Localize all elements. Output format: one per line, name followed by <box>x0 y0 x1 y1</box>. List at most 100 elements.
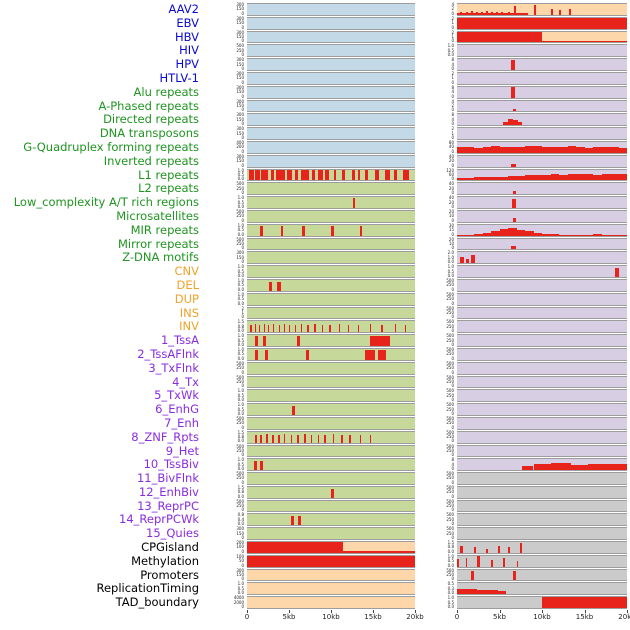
data-bar <box>542 174 551 181</box>
y-tick-label: 0 <box>241 93 244 99</box>
y-tick-label: 0 <box>241 562 244 568</box>
y-tick-label: 0 <box>451 190 454 196</box>
data-bar <box>511 60 515 70</box>
y-axis-right-12-enhbiv: 500 250 0 <box>415 485 457 499</box>
y-axis-right-7-enh: 500 250 0 <box>415 416 457 430</box>
y-axis-left-hpv: 300 150 0 <box>205 58 247 71</box>
y-tick-label: 1 <box>451 20 454 26</box>
data-bar <box>247 542 343 553</box>
y-tick-label: 0 <box>241 548 244 554</box>
y-axis-left-htlv-1: 300 150 0 <box>205 71 247 85</box>
y-tick-label: 10 <box>448 213 454 219</box>
y-tick-label: 0 <box>451 65 454 71</box>
y-tick-label: 300 <box>236 526 244 532</box>
data-bar <box>352 170 356 181</box>
track-panel-left-inv <box>247 320 415 334</box>
data-bar <box>559 146 568 153</box>
track-panel-left-hbv <box>247 30 415 44</box>
data-bar <box>457 18 627 29</box>
data-bar <box>470 11 473 15</box>
data-bar <box>542 597 627 609</box>
data-bar <box>497 546 500 553</box>
y-tick-label: 2.0 <box>447 250 454 256</box>
track-row-methylation: Methylation 100 50 0 1.0 0.5 0.0 <box>0 554 630 568</box>
data-bar <box>569 9 572 15</box>
y-tick-label: 2000 <box>233 599 244 605</box>
track-panel-left-cpgisland <box>247 541 415 554</box>
track-label-dna-transposons: DNA transposons <box>99 126 199 141</box>
track-panel-right-hbv <box>457 30 627 44</box>
y-tick-label: 1.0 <box>237 291 244 297</box>
y-tick-label: 0.8 <box>237 323 244 329</box>
y-axis-left-7-enh: 500 250 0 <box>205 416 247 430</box>
data-bar <box>513 5 517 15</box>
y-tick-label: 0 <box>451 162 454 168</box>
data-bar <box>550 9 553 15</box>
track-row-ebv: EBV 300 150 0 2 1 0 <box>0 16 630 30</box>
y-tick-label: 500 <box>446 277 454 283</box>
y-axis-right-cnv: 1.0 0.5 0.0 <box>415 265 457 278</box>
track-panel-right-ins <box>457 306 627 320</box>
data-bar <box>460 257 464 264</box>
y-tick-label: 0.5 <box>237 227 244 233</box>
y-axis-right-2-tssaflnk: 500 250 0 <box>415 347 457 361</box>
data-bar <box>283 434 286 443</box>
y-tick-label: 0 <box>451 203 454 209</box>
y-axis-left-replicationtiming: 1.0 0.5 0.0 <box>205 582 247 595</box>
y-axis-left-dna-transposons: 300 150 0 <box>205 127 247 140</box>
y-axis-left-15-quies: 300 150 0 <box>205 527 247 540</box>
data-bar <box>466 258 469 264</box>
y-tick-label: 4 <box>451 461 454 467</box>
track-row-10-tssbiv: 10_TssBiv 1.0 0.5 0.0 8 4 0 <box>0 458 630 472</box>
data-bar <box>262 336 266 346</box>
y-axis-left-mir-repeats: 1.0 0.5 0.0 <box>205 223 247 237</box>
track-label-3-txflnk: 3_TxFlnk <box>148 360 199 375</box>
track-panel-left-alu-repeats <box>247 85 415 99</box>
data-bar <box>508 11 511 15</box>
y-tick-label: 0.0 <box>237 231 244 237</box>
y-tick-label: 0.0 <box>237 438 244 444</box>
data-bar <box>265 350 269 360</box>
track-label-l1-repeats: L1 repeats <box>138 167 199 182</box>
y-tick-label: 4 <box>451 61 454 67</box>
y-tick-label: 0 <box>241 79 244 85</box>
y-tick-label: 0 <box>451 286 454 292</box>
data-bar <box>511 246 517 250</box>
data-bar <box>290 434 293 443</box>
data-bar <box>482 176 491 181</box>
y-tick-label: 250 <box>236 475 244 481</box>
track-panel-left-4-tx <box>247 375 415 389</box>
data-bar <box>460 546 463 553</box>
y-axis-right-promoters: 500 250 0 <box>415 568 457 582</box>
y-tick-label: 0.5 <box>447 47 454 53</box>
data-bar <box>457 588 468 595</box>
y-tick-label: 1.0 <box>237 264 244 270</box>
x-axis-ticks-left-panel: 0 5kb 10kb 15kb 20kb <box>245 610 424 626</box>
y-axis-left-g-quadruplex-forming-repeats: 400 200 0 <box>205 140 247 154</box>
y-tick-label: 500 <box>236 236 244 242</box>
data-bar <box>521 466 534 471</box>
data-bar <box>508 147 517 153</box>
x-tick-label: 0 <box>454 613 460 622</box>
track-label-tad-boundary: TAD_boundary <box>115 595 199 610</box>
y-tick-label: 1.0 <box>237 457 244 463</box>
data-bar <box>250 324 252 333</box>
track-row-z-dna-motifs: Z-DNA motifs 300 150 0 2.0 1.0 0.0 <box>0 250 630 265</box>
y-tick-label: 30 <box>448 222 454 228</box>
y-axis-left-10-tssbiv: 1.0 0.5 0.0 <box>205 458 247 471</box>
y-axis-right-replicationtiming: 0.5 0.3 0.0 <box>415 582 457 595</box>
x-tick-label: 10kb <box>533 613 551 622</box>
track-panel-left-dup <box>247 292 415 306</box>
x-tick-label: 20kb <box>618 613 630 622</box>
y-tick-label: 0 <box>451 134 454 140</box>
data-bar <box>474 234 483 236</box>
x-tick-label: 15kb <box>575 613 594 622</box>
y-tick-label: 0.3 <box>447 585 454 591</box>
data-bar <box>516 560 519 567</box>
data-bar <box>378 350 387 360</box>
y-tick-label: 1 <box>451 75 454 81</box>
y-tick-label: 500 <box>446 429 454 435</box>
data-bar <box>276 170 285 181</box>
data-bar <box>570 464 588 471</box>
